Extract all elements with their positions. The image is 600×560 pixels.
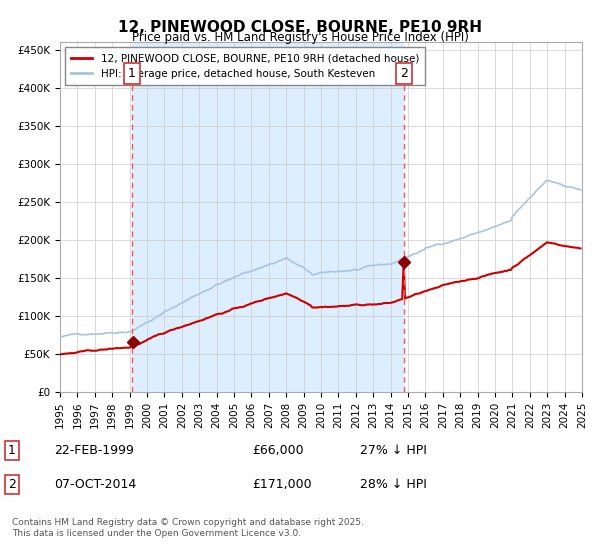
Text: Price paid vs. HM Land Registry's House Price Index (HPI): Price paid vs. HM Land Registry's House … — [131, 31, 469, 44]
Text: 12, PINEWOOD CLOSE, BOURNE, PE10 9RH: 12, PINEWOOD CLOSE, BOURNE, PE10 9RH — [118, 20, 482, 35]
Text: 2: 2 — [400, 67, 408, 80]
Text: 28% ↓ HPI: 28% ↓ HPI — [360, 478, 427, 491]
Bar — [132, 42, 404, 392]
Text: 2: 2 — [8, 478, 16, 491]
Text: Contains HM Land Registry data © Crown copyright and database right 2025.
This d: Contains HM Land Registry data © Crown c… — [12, 518, 364, 538]
Text: £66,000: £66,000 — [252, 444, 304, 458]
Text: 1: 1 — [8, 444, 16, 458]
Text: 22-FEB-1999: 22-FEB-1999 — [54, 444, 134, 458]
Text: 27% ↓ HPI: 27% ↓ HPI — [360, 444, 427, 458]
Text: £171,000: £171,000 — [252, 478, 311, 491]
Text: 07-OCT-2014: 07-OCT-2014 — [54, 478, 136, 491]
Text: 1: 1 — [128, 67, 136, 80]
Legend: 12, PINEWOOD CLOSE, BOURNE, PE10 9RH (detached house), HPI: Average price, detac: 12, PINEWOOD CLOSE, BOURNE, PE10 9RH (de… — [65, 47, 425, 85]
